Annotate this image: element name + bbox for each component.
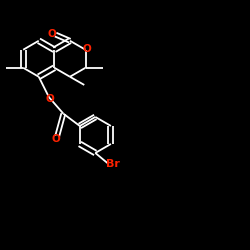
Text: O: O — [52, 134, 60, 144]
Text: O: O — [82, 44, 91, 54]
Text: O: O — [46, 94, 54, 104]
Text: Br: Br — [106, 159, 120, 169]
Text: O: O — [48, 29, 56, 39]
